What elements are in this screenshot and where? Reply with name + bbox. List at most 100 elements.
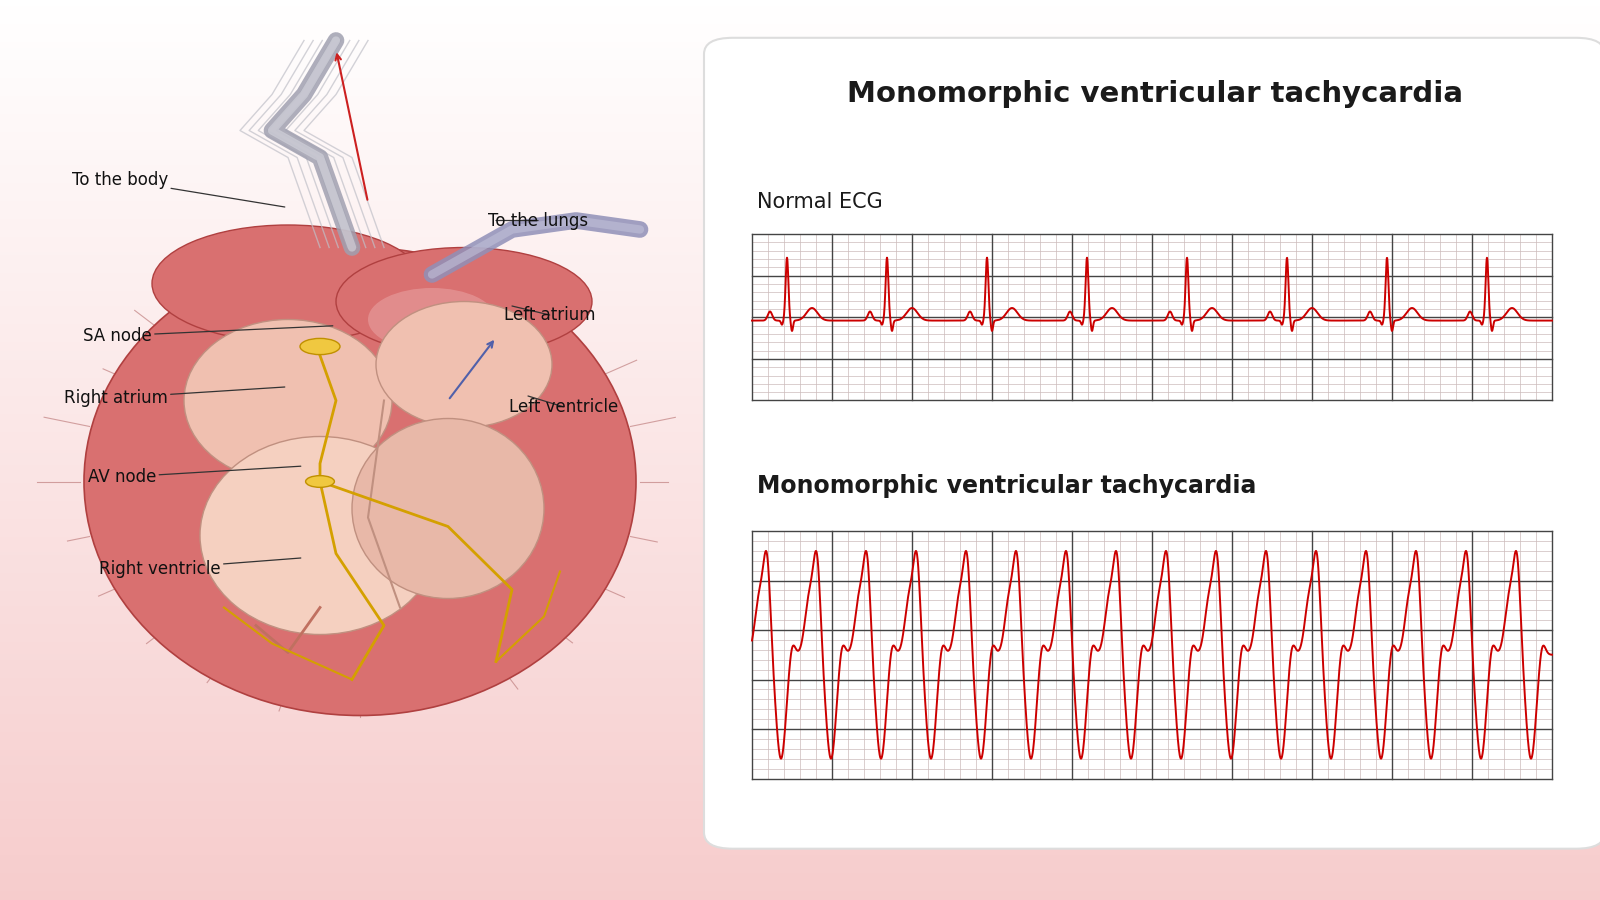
Bar [0,483,1600,486]
Ellipse shape [83,248,637,716]
Bar [0,291,1600,294]
Bar [0,693,1600,696]
Bar [0,864,1600,867]
Bar [0,660,1600,663]
Bar [0,123,1600,126]
Bar [0,747,1600,750]
Bar [0,141,1600,144]
Bar [0,516,1600,519]
Bar [0,39,1600,42]
Bar [0,180,1600,183]
Ellipse shape [306,475,334,488]
Bar [0,897,1600,900]
Ellipse shape [376,302,552,427]
Bar [0,213,1600,216]
Bar [0,162,1600,165]
Bar [0,855,1600,858]
Bar [0,666,1600,669]
Bar [0,813,1600,816]
Bar [0,24,1600,27]
Ellipse shape [200,436,440,634]
Bar [0,129,1600,132]
Bar [0,675,1600,678]
Bar [0,36,1600,39]
Text: To the body: To the body [72,171,285,207]
Bar [0,459,1600,462]
Bar [0,471,1600,474]
Bar [0,27,1600,30]
Bar [0,480,1600,483]
Bar [0,792,1600,795]
Bar [0,267,1600,270]
Bar [0,552,1600,555]
Bar [0,372,1600,375]
Bar [0,873,1600,876]
Bar [0,138,1600,141]
Bar [0,453,1600,456]
Bar [0,729,1600,732]
Bar [0,753,1600,756]
Bar [0,438,1600,441]
Bar [0,261,1600,264]
Bar [0,204,1600,207]
Bar [0,726,1600,729]
Bar [0,879,1600,882]
Bar [0,828,1600,831]
Bar [0,741,1600,744]
Bar [0,411,1600,414]
Bar [0,417,1600,420]
Bar [0,633,1600,636]
Bar [0,429,1600,432]
Bar [0,69,1600,72]
Bar [0,456,1600,459]
Bar [0,447,1600,450]
Bar [0,714,1600,717]
Bar [0,216,1600,219]
Bar [0,135,1600,138]
Bar [0,759,1600,762]
Bar [0,723,1600,726]
Bar [0,186,1600,189]
Bar [0,825,1600,828]
Bar [0,564,1600,567]
Bar [0,363,1600,366]
Bar [0,681,1600,684]
Bar [0,285,1600,288]
Bar [0,159,1600,162]
Bar [0,558,1600,561]
Bar [0,771,1600,774]
Bar [0,570,1600,573]
Bar [0,648,1600,651]
Bar [0,888,1600,891]
Bar [0,465,1600,468]
Bar [0,777,1600,780]
Text: Left ventricle: Left ventricle [509,396,618,416]
Bar [0,885,1600,888]
Bar [0,0,1600,3]
Bar [0,156,1600,159]
Bar [0,444,1600,447]
Text: Right atrium: Right atrium [64,387,285,407]
Bar [0,381,1600,384]
Bar [0,579,1600,582]
Bar [0,816,1600,819]
Bar [0,210,1600,213]
Bar [0,183,1600,186]
Bar [0,870,1600,873]
Bar [0,435,1600,438]
Bar [0,495,1600,498]
Bar [0,315,1600,318]
Bar [0,840,1600,843]
Bar [0,324,1600,327]
Bar [0,318,1600,321]
Bar [0,354,1600,357]
Bar [0,165,1600,168]
Ellipse shape [301,338,339,355]
Bar [0,81,1600,84]
Text: SA node: SA node [83,326,333,345]
Bar [0,234,1600,237]
Bar [0,75,1600,78]
Bar [0,615,1600,618]
Bar [0,177,1600,180]
Bar [0,441,1600,444]
